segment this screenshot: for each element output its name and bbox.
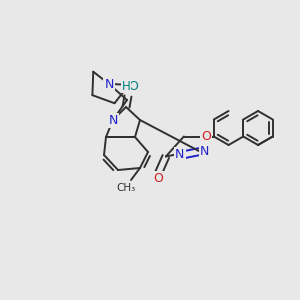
Text: CH₃: CH₃ [116, 183, 136, 193]
Text: H: H [122, 80, 130, 92]
Text: N: N [175, 148, 184, 161]
Text: O: O [128, 80, 138, 94]
Text: N: N [104, 77, 114, 91]
Text: O: O [201, 130, 211, 143]
Text: N: N [200, 145, 209, 158]
Text: N: N [108, 113, 118, 127]
Text: O: O [153, 172, 163, 185]
